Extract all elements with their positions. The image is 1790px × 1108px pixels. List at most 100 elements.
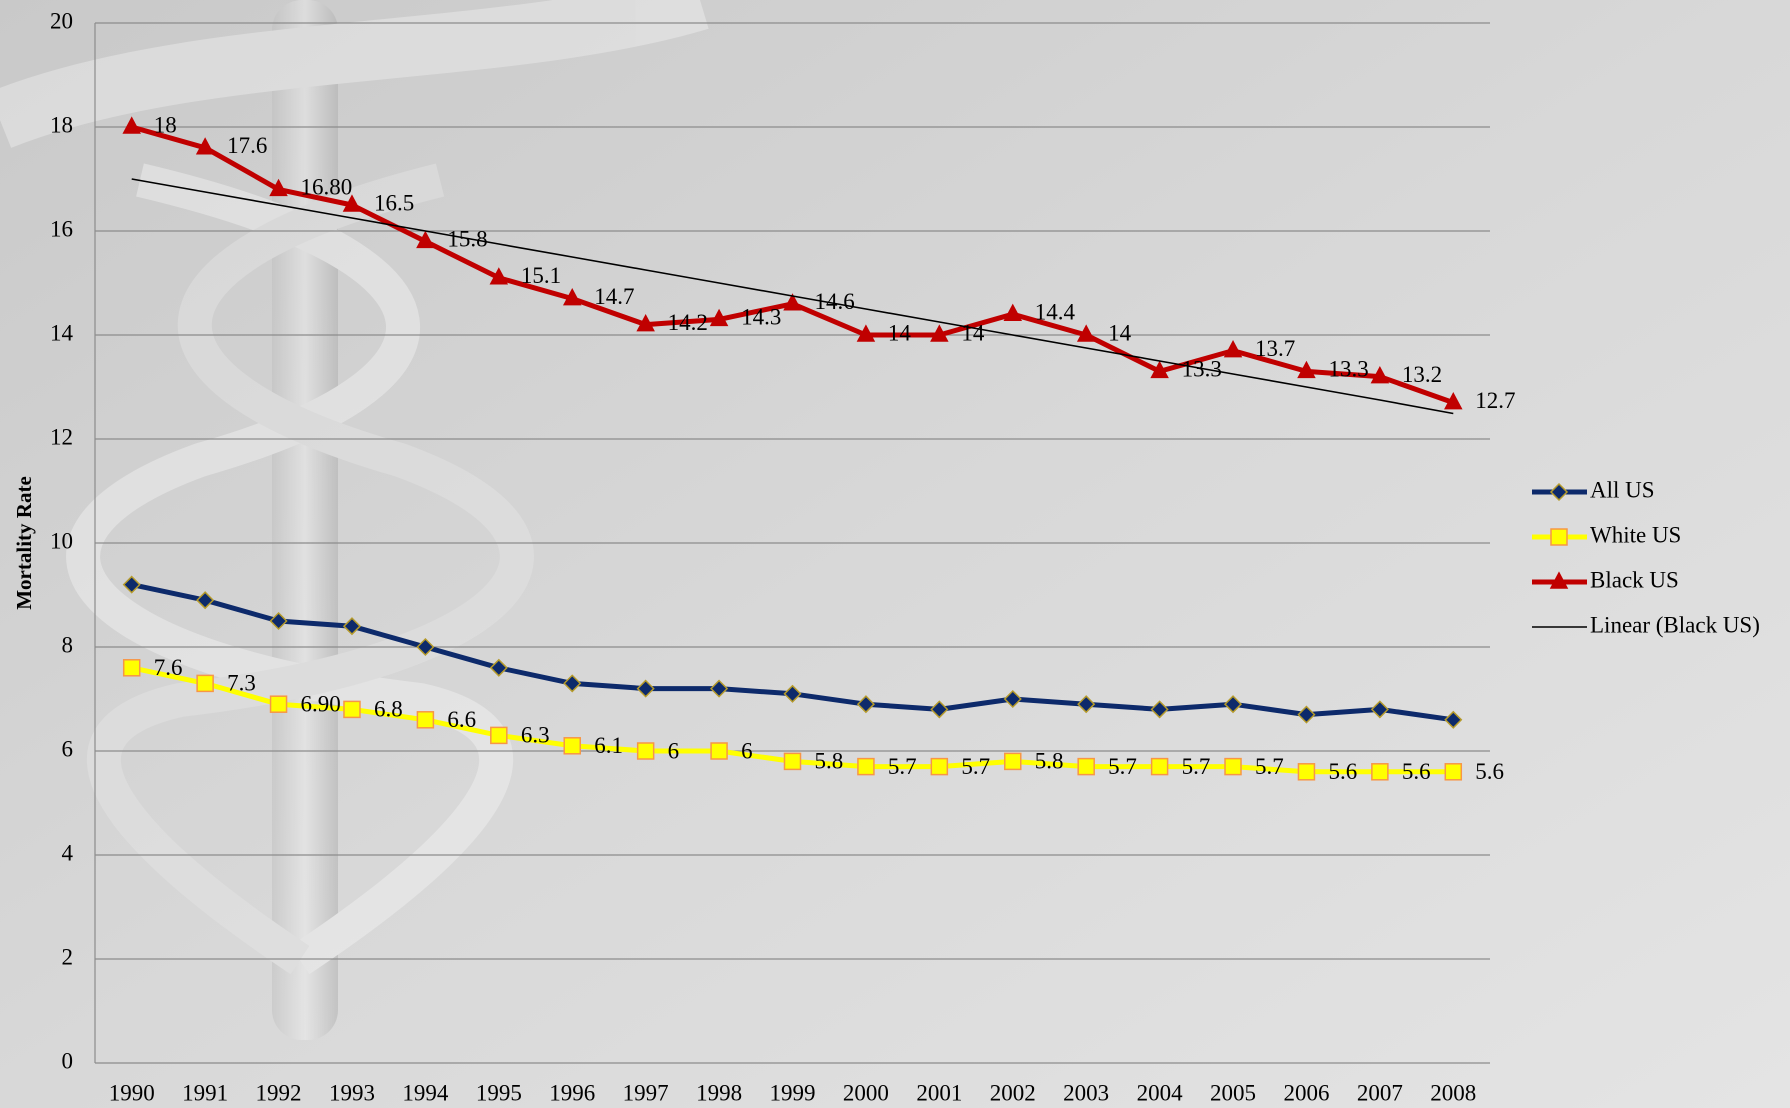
data-label: 5.7 — [1182, 754, 1211, 779]
data-point — [563, 737, 581, 755]
data-label: 13.2 — [1402, 362, 1442, 387]
data-point — [1004, 752, 1022, 771]
x-tick-label: 1994 — [402, 1080, 449, 1105]
data-point — [1223, 695, 1243, 714]
data-label: 5.7 — [961, 754, 990, 779]
data-point — [710, 742, 728, 760]
y-tick-label: 16 — [50, 216, 73, 241]
series — [131, 178, 1454, 415]
data-label: 6.6 — [447, 707, 476, 732]
data-point — [196, 674, 214, 693]
data-point — [710, 679, 729, 698]
data-point — [1150, 757, 1169, 776]
x-tick-label: 1991 — [182, 1080, 228, 1105]
data-point — [1297, 705, 1316, 724]
series — [122, 575, 1463, 729]
data-point — [1150, 700, 1169, 719]
x-tick-label: 1997 — [623, 1080, 669, 1105]
data-point — [1003, 303, 1023, 321]
data-point — [342, 617, 362, 636]
data-label: 14.3 — [741, 305, 781, 330]
data-label: 5.7 — [1108, 754, 1137, 779]
data-label: 14.2 — [668, 310, 708, 335]
trend-line — [131, 178, 1454, 415]
data-point — [783, 684, 802, 703]
y-tick-label: 10 — [50, 528, 73, 553]
data-point — [783, 752, 802, 771]
data-label: 13.7 — [1255, 336, 1295, 361]
data-point — [856, 695, 875, 714]
data-point — [1150, 360, 1169, 379]
data-point — [856, 324, 876, 342]
data-point — [489, 267, 509, 285]
data-point — [343, 700, 361, 719]
data-label: 6 — [741, 738, 753, 763]
x-tick-label: 1996 — [549, 1080, 595, 1105]
data-point — [1297, 360, 1316, 379]
x-tick-label: 2007 — [1357, 1080, 1403, 1105]
x-tick-label: 1995 — [476, 1080, 522, 1105]
data-label: 18 — [154, 112, 177, 137]
y-tick-label: 4 — [62, 840, 74, 865]
data-label: 6.3 — [521, 723, 550, 748]
data-point — [1444, 763, 1463, 781]
data-point — [416, 711, 435, 729]
legend-label: Linear (Black US) — [1590, 612, 1760, 637]
background-decoration — [0, 0, 709, 1040]
legend-label: White US — [1590, 522, 1681, 547]
data-point — [562, 288, 582, 306]
data-label: 7.6 — [154, 655, 183, 680]
data-point — [196, 591, 215, 610]
data-label: 5.8 — [815, 749, 844, 774]
data-label: 13.3 — [1328, 357, 1368, 382]
data-point — [1444, 392, 1463, 410]
data-point — [1444, 710, 1463, 729]
data-label: 6.8 — [374, 697, 403, 722]
y-tick-label: 12 — [50, 424, 73, 449]
data-point — [1223, 340, 1243, 358]
data-point — [930, 700, 949, 719]
x-tick-label: 1998 — [696, 1080, 742, 1105]
x-tick-label: 2000 — [843, 1080, 889, 1105]
data-label: 6.1 — [594, 733, 623, 758]
x-tick-label: 1992 — [256, 1080, 302, 1105]
data-point — [490, 726, 508, 745]
data-point — [1370, 366, 1390, 384]
x-tick-label: 2002 — [990, 1080, 1036, 1105]
x-tick-label: 2005 — [1210, 1080, 1256, 1105]
y-tick-label: 8 — [62, 632, 74, 657]
data-label: 15.1 — [521, 263, 561, 288]
data-label: 14.7 — [594, 284, 634, 309]
data-point — [1371, 763, 1389, 781]
data-label: 5.7 — [1255, 754, 1284, 779]
x-tick-label: 2001 — [916, 1080, 962, 1105]
y-tick-label: 0 — [62, 1048, 74, 1073]
legend-marker — [1550, 528, 1568, 546]
legend-label: Black US — [1590, 567, 1679, 592]
data-point — [709, 308, 729, 327]
y-axis-title: Mortality Rate — [12, 476, 36, 610]
y-tick-label: 6 — [62, 736, 74, 761]
data-label: 5.6 — [1402, 759, 1431, 784]
data-point — [122, 659, 141, 677]
y-tick-label: 2 — [62, 944, 74, 969]
data-point — [122, 575, 141, 594]
data-label: 6 — [668, 738, 680, 763]
data-label: 7.3 — [227, 671, 256, 696]
data-point — [1297, 763, 1316, 781]
data-point — [783, 293, 802, 311]
data-label: 16.5 — [374, 190, 414, 215]
data-label: 16.80 — [301, 175, 353, 200]
data-point — [930, 324, 949, 342]
data-label: 5.7 — [888, 754, 917, 779]
x-tick-label: 1999 — [770, 1080, 816, 1105]
data-point — [857, 757, 875, 776]
legend-marker — [1549, 571, 1569, 589]
data-point — [636, 314, 655, 332]
data-label: 14 — [961, 320, 985, 345]
legend-marker — [1549, 482, 1569, 502]
data-point — [342, 194, 362, 212]
data-label: 12.7 — [1475, 388, 1515, 413]
data-label: 17.6 — [227, 133, 267, 158]
